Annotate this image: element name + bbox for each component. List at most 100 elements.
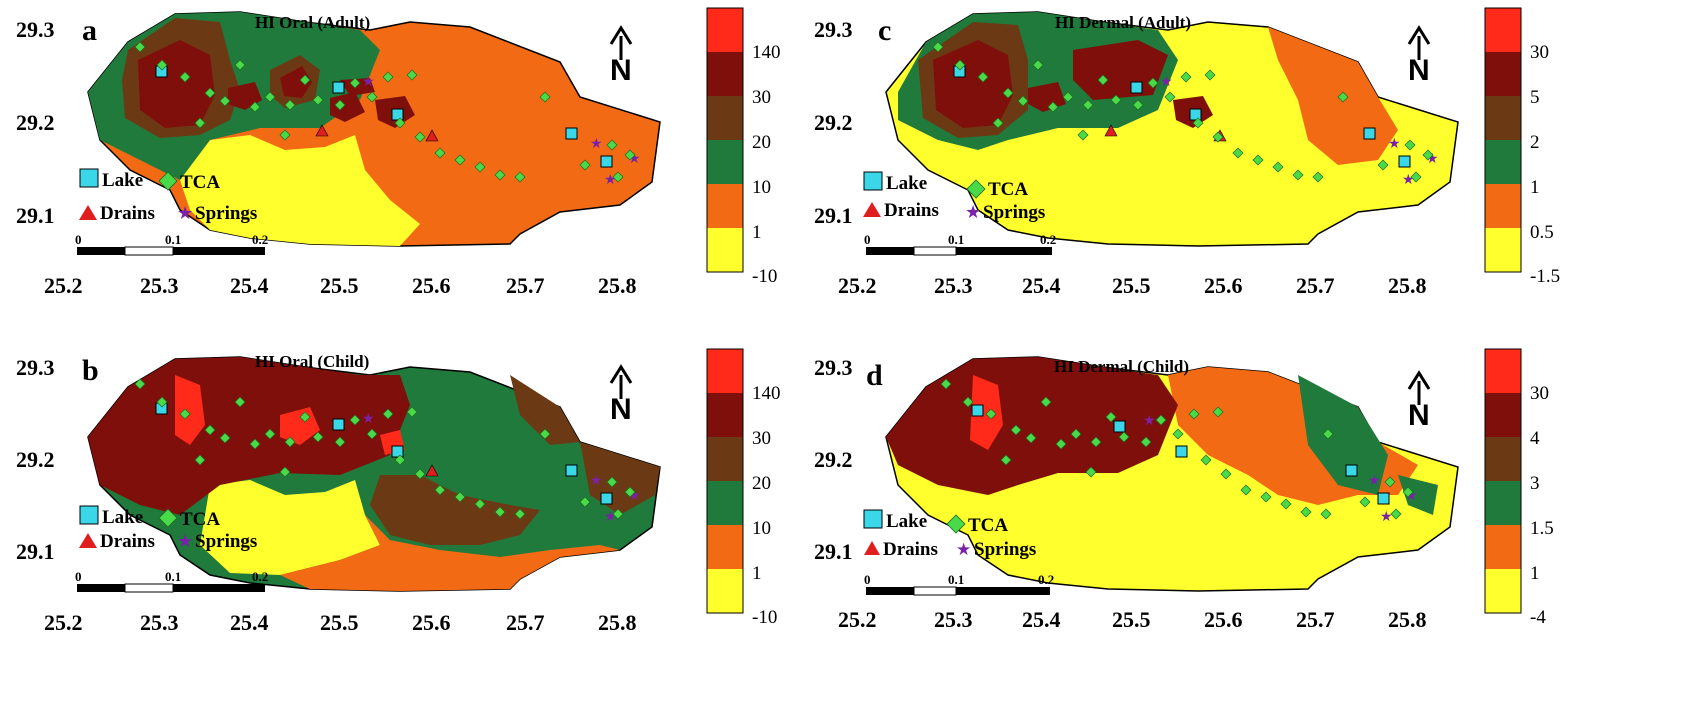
drains-icon [864,541,880,555]
colorbar-label: -1.5 [1530,266,1560,287]
zone-very-high [1073,40,1168,100]
legend-lake-label: Lake [102,507,143,528]
scale-label-2: 0.2 [1040,232,1056,247]
panel-letter: a [82,14,97,47]
scale-label-0: 0 [75,232,82,247]
scale-bar: 0 0.1 0.2 [75,232,268,256]
panel-title: HI Dermal (Child) [1054,357,1189,376]
spring-marker: ★ [1368,473,1381,489]
legend-drains-label: Drains [884,200,939,221]
spring-marker: ★ [362,74,375,90]
colorbar-label: 1 [1530,177,1540,198]
x-tick: 25.5 [320,273,359,298]
scale-label-1: 0.1 [165,232,181,247]
panel-letter: d [866,359,883,392]
north-arrow: N [609,364,633,426]
drain-marker [425,129,439,142]
spring-marker: ★ [1380,509,1393,525]
spring-marker: ★ [1143,413,1156,429]
spring-marker: ★ [1402,172,1415,188]
scale-bar: 0 0.1 0.2 [864,572,1054,596]
y-tick: 29.3 [16,17,55,42]
zone-very-high [138,40,215,128]
x-tick: 25.7 [506,610,545,635]
spring-marker: ★ [590,473,603,489]
lake-marker [391,108,404,121]
panel-a: ★ ★ ★ ★ a HI Oral (Adult) N [0,0,850,345]
y-tick: 29.2 [16,110,55,135]
zone-highest [970,375,1003,450]
drain-marker [315,124,329,137]
lake-marker [1398,155,1411,168]
colorbar-label: 140 [752,42,781,63]
map-legend: Lake TCA Drains ★ Springs [79,168,257,224]
lake-marker [1189,108,1202,121]
zone-very-high [933,40,1013,128]
panel-c: ★ ★ ★ ★ c HI Dermal (Adult) N [814,0,1701,345]
x-tick: 25.3 [934,607,973,632]
y-axis: 29.3 29.2 29.1 [16,17,55,228]
x-tick: 25.7 [1296,273,1335,298]
panel-title: HI Oral (Child) [255,352,369,371]
lake-marker [332,81,345,94]
lake-marker [332,418,345,431]
scale-label-0: 0 [864,232,871,247]
zone-very-high [280,66,312,98]
legend-tca-label: TCA [968,515,1008,536]
zone-very-high [1028,82,1066,112]
map-legend: Lake TCA Drains ★ Springs [863,171,1045,223]
sampling-points: ★ ★ ★ ★ [932,41,1439,188]
lake-marker [1113,420,1126,433]
legend-tca-label: TCA [180,172,220,193]
colorbar: 30 5 2 1 0.5 -1.5 [1484,7,1560,287]
zone-mid [1398,475,1438,515]
north-arrow: N [609,25,633,87]
panel-d: ★ ★ ★ ★ d HI Dermal (Child) N [814,345,1701,702]
y-tick: 29.1 [814,203,853,228]
sampling-points: ★ ★ ★ ★ [940,378,1418,525]
legend-drains-label: Drains [883,539,938,560]
x-axis: 25.2 25.3 25.4 25.5 25.6 25.7 25.8 [44,273,637,298]
scale-label-1: 0.1 [948,232,964,247]
drains-icon [863,202,881,217]
lake-marker [971,404,984,417]
zone-lowest [180,135,420,246]
north-label: N [1408,54,1430,87]
x-axis: 25.2 25.3 25.4 25.5 25.6 25.7 25.8 [44,610,637,635]
colorbar-label: 10 [752,518,771,539]
tca-markers [134,378,636,520]
x-tick: 25.7 [506,273,545,298]
zone-high [370,475,540,545]
scale-label-1: 0.1 [165,569,181,584]
spring-marker: ★ [1388,136,1401,152]
lake-icon [79,505,99,525]
tca-markers [134,41,636,183]
scale-label-2: 0.2 [252,232,268,247]
spring-marker: ★ [590,136,603,152]
colorbar-label: -4 [1530,607,1546,628]
colorbar-label: 1 [752,563,762,584]
map-legend: Lake TCA Drains ★ Springs [863,509,1036,560]
colorbar-label: 30 [752,87,771,108]
y-tick: 29.3 [814,355,853,380]
colorbar-label: -10 [752,607,777,628]
tca-icon [158,171,178,191]
panel-title: HI Oral (Adult) [255,13,370,32]
colorbar-label: 1 [1530,563,1540,584]
x-tick: 25.5 [320,610,359,635]
springs-icon: ★ [965,202,981,223]
x-tick: 25.8 [598,610,637,635]
lake-marker [1345,464,1358,477]
x-tick: 25.2 [838,607,877,632]
colorbar-label: 2 [1530,132,1540,153]
spring-marker: ★ [362,411,375,427]
lake-marker [1175,445,1188,458]
colorbar-label: 140 [752,383,781,404]
x-tick: 25.2 [44,273,83,298]
legend-drains-label: Drains [100,531,155,552]
colorbar-label: 1 [752,222,762,243]
y-axis: 29.3 29.2 29.1 [814,17,853,228]
x-tick: 25.2 [44,610,83,635]
x-tick: 25.4 [1022,273,1061,298]
colorbar-label: -10 [752,266,777,287]
